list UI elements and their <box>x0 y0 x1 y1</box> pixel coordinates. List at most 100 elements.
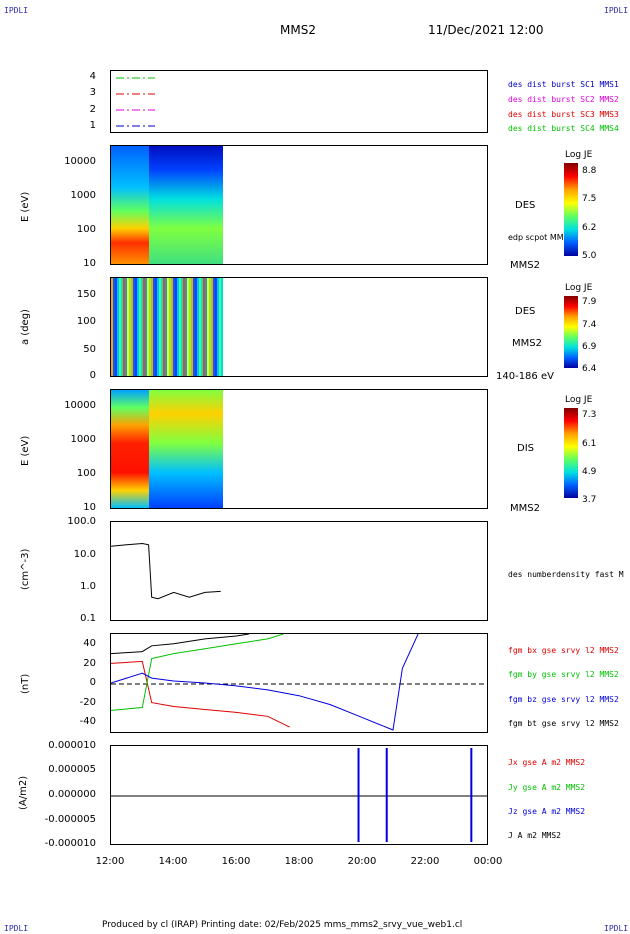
time-tick: 20:00 <box>347 856 377 867</box>
pitch-stripe <box>163 278 165 376</box>
pitch-stripe <box>177 278 179 376</box>
pitch-stripe <box>143 278 145 376</box>
des-energy-side-sub: edp scpot MMS2 <box>508 233 574 242</box>
pitch-stripe <box>211 278 213 376</box>
pitch-stripe <box>119 278 121 376</box>
pitch-stripe <box>221 278 223 376</box>
current-legend-jz: Jz gse A m2 MMS2 <box>508 807 586 816</box>
density-line <box>111 542 221 600</box>
des-pitch-cbar-tick: 7.4 <box>582 320 597 330</box>
pitch-stripe <box>131 278 133 376</box>
des-energy-cbar-tick: 6.2 <box>582 223 597 233</box>
burst-panel <box>110 70 488 133</box>
fgm-ytick: 40 <box>83 638 96 649</box>
des-pitch-ytick: 100 <box>76 316 96 327</box>
pitch-stripe <box>185 278 187 376</box>
pitch-stripe <box>157 278 159 376</box>
density-ytick: 0.1 <box>80 613 96 624</box>
time-tick: 18:00 <box>284 856 314 867</box>
pitch-stripe <box>179 278 181 376</box>
density-ytick: 1.0 <box>80 581 96 592</box>
des-pitch-cbar-tick: 6.4 <box>582 364 597 374</box>
pitch-stripe <box>207 278 209 376</box>
time-tick: 14:00 <box>158 856 188 867</box>
fgm-legend-bt: fgm bt gse srvy l2 MMS2 <box>508 719 619 728</box>
dis-energy-cbar-tick: 6.1 <box>582 439 597 449</box>
corner-label-top-left: IPDLI <box>4 6 29 15</box>
des-energy-ylabel: E (eV) <box>20 191 31 222</box>
dis-energy-ytick: 10000 <box>64 400 96 411</box>
pitch-stripe <box>159 278 161 376</box>
dis-energy-ytick: 10 <box>83 502 96 513</box>
time-tick: 00:00 <box>473 856 503 867</box>
dis-energy-colorbar <box>564 408 578 498</box>
des-pitch-cbar-tick: 7.9 <box>582 297 597 307</box>
density-ytick: 10.0 <box>73 549 96 560</box>
pitch-stripe <box>189 278 191 376</box>
pitch-stripe <box>195 278 197 376</box>
fgm-ytick: -20 <box>79 697 96 708</box>
current-plot <box>111 748 487 842</box>
pitch-stripe <box>111 278 113 376</box>
current-ytick: -0.000010 <box>44 838 96 849</box>
pitch-stripe <box>191 278 193 376</box>
pitch-stripe <box>209 278 211 376</box>
pitch-stripe <box>149 278 151 376</box>
pitch-stripe <box>203 278 205 376</box>
current-panel <box>110 745 488 845</box>
fgm-plot <box>111 634 487 731</box>
dis-energy-cbar-tick: 4.9 <box>582 467 597 477</box>
pitch-stripe <box>153 278 155 376</box>
pitch-stripe <box>145 278 147 376</box>
pitch-stripe <box>175 278 177 376</box>
dis-energy-cbar-tick: 7.3 <box>582 410 597 420</box>
burst-plot <box>116 77 155 127</box>
des-pitch-ytick: 50 <box>83 344 96 355</box>
burst-ytick: 4 <box>89 71 96 82</box>
des-pitch-ytick: 150 <box>76 289 96 300</box>
burst-legend-sc4: des dist burst SC4 MMS4 <box>508 124 619 133</box>
pitch-stripe <box>147 278 149 376</box>
dis-energy-panel <box>110 389 488 509</box>
burst-legend-sc3: des dist burst SC3 MMS3 <box>508 110 619 119</box>
pitch-stripe <box>151 278 153 376</box>
pitch-stripe <box>129 278 131 376</box>
pitch-stripe <box>183 278 185 376</box>
des-pitch-spectrogram <box>111 278 223 376</box>
current-legend-jx: Jx gse A m2 MMS2 <box>508 758 586 767</box>
fgm-bx-line <box>111 660 290 728</box>
pitch-stripe <box>121 278 123 376</box>
pitch-stripe <box>213 278 215 376</box>
des-pitch-side-bottom: 140-186 eV <box>496 371 554 382</box>
current-ytick: 0.000010 <box>48 740 96 751</box>
des-pitch-side-label: DES <box>515 306 536 317</box>
current-legend-jy: Jy gse A m2 MMS2 <box>508 783 586 792</box>
dis-energy-ylabel: E (eV) <box>20 435 31 466</box>
time-tick: 12:00 <box>95 856 125 867</box>
current-ylabel: (A/m2) <box>18 775 29 810</box>
des-pitch-cbar-tick: 6.9 <box>582 342 597 352</box>
pitch-stripe <box>181 278 183 376</box>
des-pitch-cbar-title: Log JE <box>565 283 593 293</box>
current-legend-j: J A m2 MMS2 <box>508 831 561 840</box>
des-energy-spectrogram <box>111 146 223 264</box>
pitch-stripe <box>215 278 217 376</box>
footer-text: Produced by cl (IRAP) Printing date: 02/… <box>102 920 463 930</box>
pitch-stripe <box>155 278 157 376</box>
time-tick: 16:00 <box>221 856 251 867</box>
fgm-legend-bz: fgm bz gse srvy l2 MMS2 <box>508 695 619 704</box>
corner-label-top-right: IPDLI <box>604 6 629 15</box>
des-energy-ytick: 1000 <box>70 190 96 201</box>
dis-energy-cbar-title: Log JE <box>565 395 593 405</box>
current-ytick: 0.000005 <box>48 764 96 775</box>
des-pitch-ylabel: a (deg) <box>20 309 31 345</box>
des-pitch-colorbar <box>564 296 578 368</box>
pitch-stripe <box>117 278 119 376</box>
dis-energy-cbar-tick: 3.7 <box>582 495 597 505</box>
des-energy-ytick: 10000 <box>64 156 96 167</box>
des-pitch-side-sub: MMS2 <box>512 338 542 349</box>
fgm-panel <box>110 633 488 733</box>
pitch-stripe <box>135 278 137 376</box>
burst-legend-sc2: des dist burst SC2 MMS2 <box>508 95 619 104</box>
pitch-stripe <box>219 278 221 376</box>
